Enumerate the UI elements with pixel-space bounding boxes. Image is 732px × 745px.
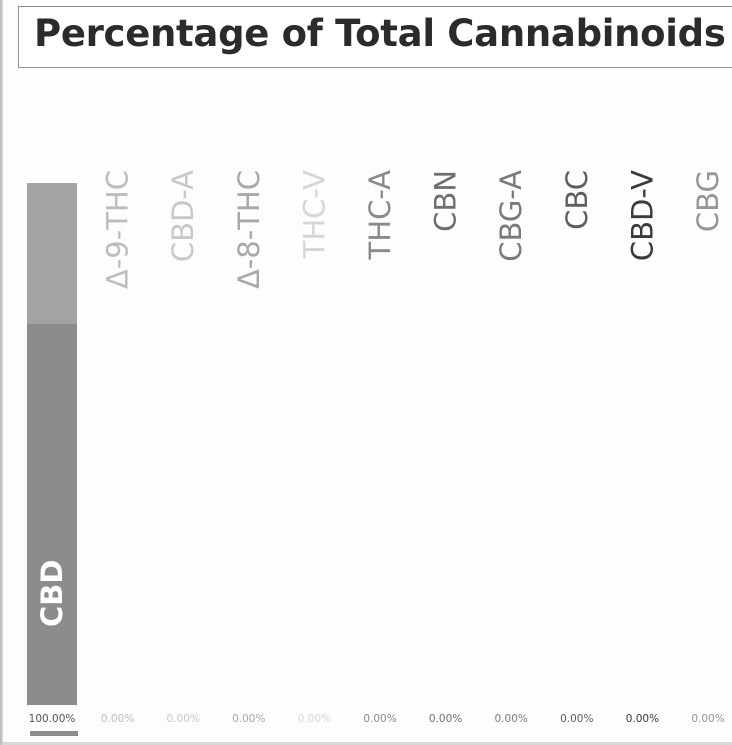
value-label-8-thc: 0.00% [232, 713, 265, 725]
category-label-cbn: CBN [429, 170, 463, 232]
value-label-cbc: 0.00% [560, 713, 593, 725]
category-label-cbg: CBG [691, 170, 725, 232]
category-label-cbd-a: CBD-A [166, 170, 200, 262]
value-label-cbn: 0.00% [429, 713, 462, 725]
bottom-border [3, 742, 732, 745]
value-label-9-thc: 0.00% [101, 713, 134, 725]
value-label-cbd-v: 0.00% [626, 713, 659, 725]
category-label-thc-v: THC-V [297, 170, 331, 260]
category-label-9-thc: Δ-9-THC [101, 170, 135, 289]
category-label-cbg-a: CBG-A [494, 170, 528, 262]
value-label-cbd-a: 0.00% [167, 713, 200, 725]
value-label-thc-a: 0.00% [363, 713, 396, 725]
left-border [0, 0, 3, 745]
category-label-cbd: CBD [35, 560, 69, 627]
category-label-cbd-v: CBD-V [625, 170, 659, 261]
cbd-swatch [30, 731, 78, 736]
value-label-cbd: 100.00% [29, 713, 76, 725]
bar-cbd-highlight [27, 183, 77, 324]
category-label-8-thc: Δ-8-THC [232, 170, 266, 289]
category-label-cbc: CBC [560, 170, 594, 230]
value-label-thc-v: 0.00% [298, 713, 331, 725]
value-label-cbg-a: 0.00% [495, 713, 528, 725]
bars-layer [27, 183, 77, 705]
value-label-cbg: 0.00% [691, 713, 724, 725]
value-labels-layer: 100.00% 0.00% 0.00% 0.00% 0.00% 0.00% 0.00% 0.0… [29, 713, 725, 736]
chart-title-box: Percentage of Total Cannabinoids [18, 6, 732, 68]
category-label-thc-a: THC-A [363, 170, 397, 261]
chart-title: Percentage of Total Cannabinoids [34, 12, 726, 55]
category-labels-layer: CBD Δ-9-THC CBD-A Δ-8-THC THC-V THC-A CBN CBG-A… [35, 170, 725, 627]
